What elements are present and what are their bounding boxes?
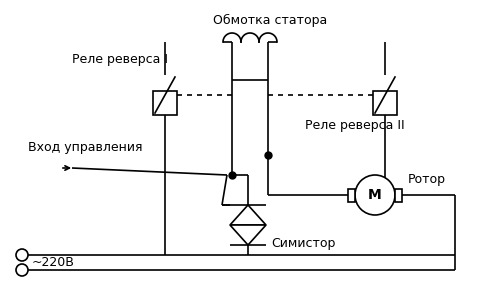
Bar [348,188,355,201]
Text: ~220В: ~220В [32,255,75,269]
Circle shape [355,175,395,215]
Circle shape [16,264,28,276]
Text: Реле реверса I: Реле реверса I [72,53,168,67]
Text: Реле реверса II: Реле реверса II [305,119,404,131]
Bar [373,91,397,115]
Circle shape [16,249,28,261]
Text: Вход управления: Вход управления [28,142,142,154]
Polygon shape [230,225,266,245]
Bar [153,91,177,115]
Text: Обмотка статора: Обмотка статора [213,14,327,27]
Text: M: M [368,188,382,202]
Text: Симистор: Симистор [271,236,336,250]
Polygon shape [230,205,266,225]
Text: Ротор: Ротор [408,173,446,186]
Bar [395,188,402,201]
